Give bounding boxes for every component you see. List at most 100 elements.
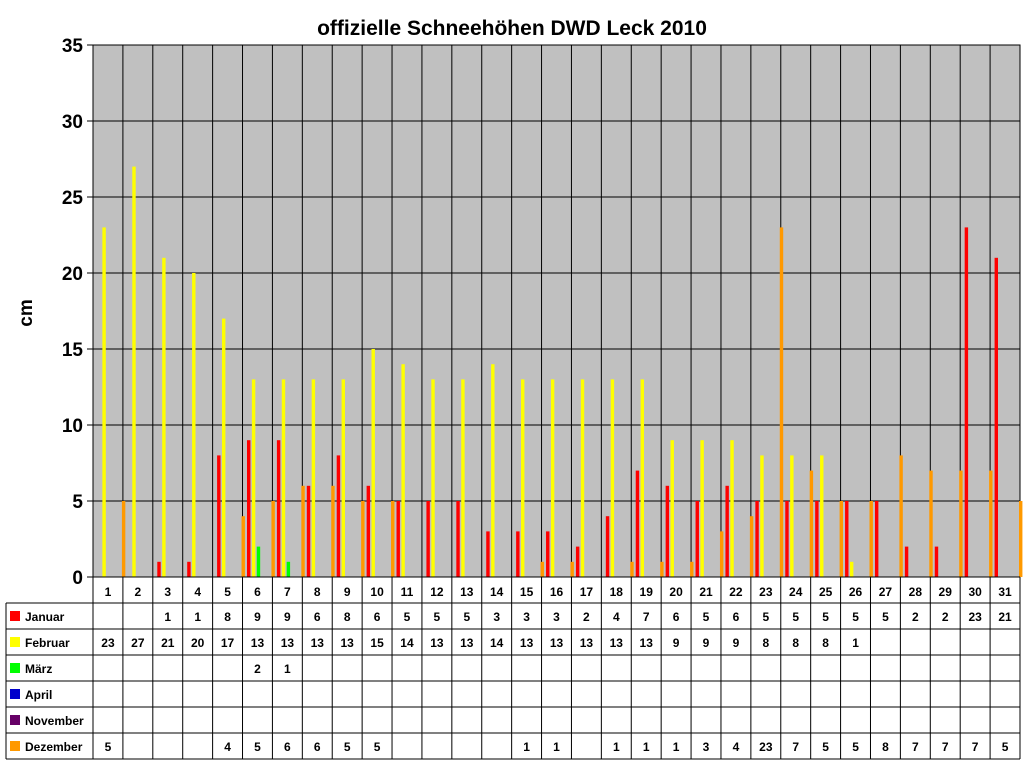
bar-februar xyxy=(550,379,555,577)
bar-januar xyxy=(187,561,191,577)
bar-dezember xyxy=(690,561,694,577)
legend-swatch xyxy=(10,611,20,621)
table-cell-value: 1 xyxy=(852,636,859,650)
table-cell-value: 13 xyxy=(640,636,654,650)
bar-februar xyxy=(491,364,495,577)
table-cell-value: 3 xyxy=(703,740,710,754)
bar-februar xyxy=(132,166,136,577)
bar-januar xyxy=(575,546,580,577)
y-tick-label: 15 xyxy=(62,340,84,361)
table-cell-value: 5 xyxy=(254,740,261,754)
table-cell-value: 6 xyxy=(314,740,321,754)
bar-januar xyxy=(695,501,699,577)
table-cell-value: 5 xyxy=(792,610,799,624)
table-cell-value: 3 xyxy=(553,610,560,624)
legend-swatch xyxy=(10,689,20,699)
table-cell-value: 13 xyxy=(340,636,354,650)
table-cell-value: 2 xyxy=(583,610,590,624)
table-cell-value: 9 xyxy=(254,610,261,624)
bar-dezember xyxy=(570,561,574,577)
plot-background xyxy=(92,44,1021,578)
x-tick-label: 13 xyxy=(460,585,474,599)
chart-title: offizielle Schneehöhen DWD Leck 2010 xyxy=(317,17,707,40)
x-tick-label: 3 xyxy=(164,585,171,599)
bar-januar xyxy=(546,531,550,577)
bar-januar xyxy=(516,531,520,577)
bar-januar xyxy=(157,561,161,577)
x-tick-label: 9 xyxy=(344,585,351,599)
bar-januar xyxy=(217,455,221,577)
x-tick-label: 5 xyxy=(224,585,231,599)
table-cell-value: 7 xyxy=(643,610,650,624)
table-cell-value: 20 xyxy=(191,636,205,650)
table-cell-value: 8 xyxy=(344,610,351,624)
table-cell-value: 5 xyxy=(105,740,112,754)
x-tick-label: 6 xyxy=(254,585,261,599)
legend-label: April xyxy=(25,688,52,702)
table-cell-value: 7 xyxy=(972,740,979,754)
table-cell-value: 21 xyxy=(998,610,1012,624)
bar-dezember xyxy=(540,561,544,577)
x-tick-label: 22 xyxy=(729,585,743,599)
bar-januar xyxy=(635,470,640,577)
bar-märz xyxy=(286,561,291,577)
y-tick-label: 10 xyxy=(62,416,83,437)
table-cell-value: 13 xyxy=(580,636,594,650)
bar-februar xyxy=(251,379,256,577)
x-tick-label: 17 xyxy=(580,585,594,599)
x-tick-label: 20 xyxy=(669,585,683,599)
table-cell-value: 5 xyxy=(852,610,859,624)
table-cell-value: 14 xyxy=(490,636,504,650)
bar-januar xyxy=(845,501,849,577)
bar-januar xyxy=(934,546,939,577)
x-tick-label: 23 xyxy=(759,585,773,599)
table-cell-value: 5 xyxy=(344,740,351,754)
y-tick-label: 5 xyxy=(72,492,83,513)
bar-januar xyxy=(725,485,729,577)
table-cell-value: 5 xyxy=(882,610,889,624)
x-tick-label: 14 xyxy=(490,585,504,599)
bar-februar xyxy=(521,379,525,577)
bar-dezember xyxy=(959,470,963,577)
bar-januar xyxy=(396,501,400,577)
bar-januar xyxy=(785,501,789,577)
table-cell-value: 7 xyxy=(912,740,919,754)
table-cell-value: 8 xyxy=(792,636,799,650)
table-cell-value: 5 xyxy=(434,610,441,624)
table-cell-value: 1 xyxy=(613,740,620,754)
table-cell-value: 5 xyxy=(703,610,710,624)
table-cell-value: 7 xyxy=(942,740,949,754)
bar-februar xyxy=(401,364,405,577)
x-tick-label: 15 xyxy=(520,585,534,599)
legend-label: März xyxy=(25,662,52,676)
table-cell-value: 27 xyxy=(131,636,145,650)
table-cell-value: 9 xyxy=(733,636,740,650)
bar-februar xyxy=(221,318,226,577)
table-cell-value: 1 xyxy=(194,610,201,624)
x-tick-label: 27 xyxy=(879,585,893,599)
bar-januar xyxy=(605,516,610,577)
table-cell-value: 2 xyxy=(254,662,261,676)
table-cell-value: 6 xyxy=(284,740,291,754)
x-tick-label: 30 xyxy=(968,585,982,599)
bar-dezember xyxy=(660,561,664,577)
legend-swatch xyxy=(10,741,20,751)
bar-februar xyxy=(610,379,615,577)
y-axis-label: cm xyxy=(16,299,37,326)
bar-januar xyxy=(964,227,969,577)
table-cell-value: 1 xyxy=(523,740,530,754)
table-cell-value: 1 xyxy=(673,740,680,754)
y-tick-label: 20 xyxy=(62,264,83,285)
x-tick-label: 19 xyxy=(640,585,654,599)
bar-januar xyxy=(336,455,341,577)
x-tick-label: 8 xyxy=(314,585,321,599)
bar-dezember xyxy=(121,501,126,577)
bar-dezember xyxy=(391,501,395,577)
table-cell-value: 6 xyxy=(673,610,680,624)
bar-januar xyxy=(874,501,879,577)
x-tick-label: 29 xyxy=(939,585,953,599)
table-cell-value: 4 xyxy=(613,610,620,624)
bar-dezember xyxy=(749,516,754,577)
legend-label: Dezember xyxy=(25,740,83,754)
table-cell-value: 5 xyxy=(852,740,859,754)
